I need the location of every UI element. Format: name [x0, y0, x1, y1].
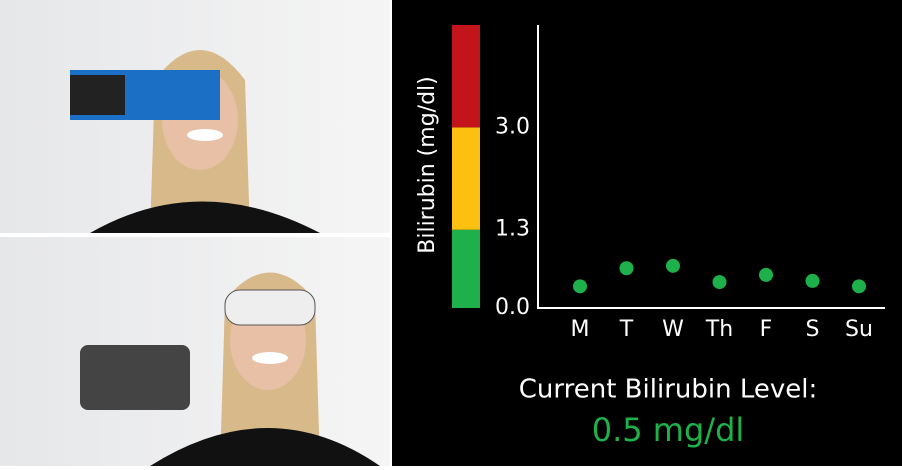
x-tick-label: W [662, 317, 684, 342]
photo-phone-glasses [0, 237, 390, 466]
color-band [452, 229, 480, 308]
data-point [759, 267, 773, 282]
data-point [712, 275, 727, 290]
caption: Current Bilirubin Level: [519, 375, 817, 405]
x-tick-label: F [760, 317, 773, 342]
data-point [666, 258, 680, 273]
x-tick-label: M [571, 317, 590, 342]
y-tick-label: 0.0 [495, 295, 530, 320]
photo-headset [0, 0, 390, 233]
x-tick-label: Su [845, 317, 873, 342]
y-axis-label: Bilirubin (mg/dl) [415, 76, 440, 253]
x-tick-label: T [619, 317, 634, 342]
data-point [573, 279, 587, 294]
color-band [452, 25, 480, 128]
y-tick-label: 1.3 [495, 217, 530, 242]
y-tick-label: 3.0 [495, 114, 530, 139]
current-value: 0.5 mg/dl [592, 411, 745, 449]
color-band [452, 127, 480, 230]
data-point [852, 279, 866, 294]
data-point [619, 261, 634, 276]
x-tick-label: S [806, 317, 820, 342]
x-tick-label: Th [705, 317, 733, 342]
data-point [805, 273, 820, 288]
